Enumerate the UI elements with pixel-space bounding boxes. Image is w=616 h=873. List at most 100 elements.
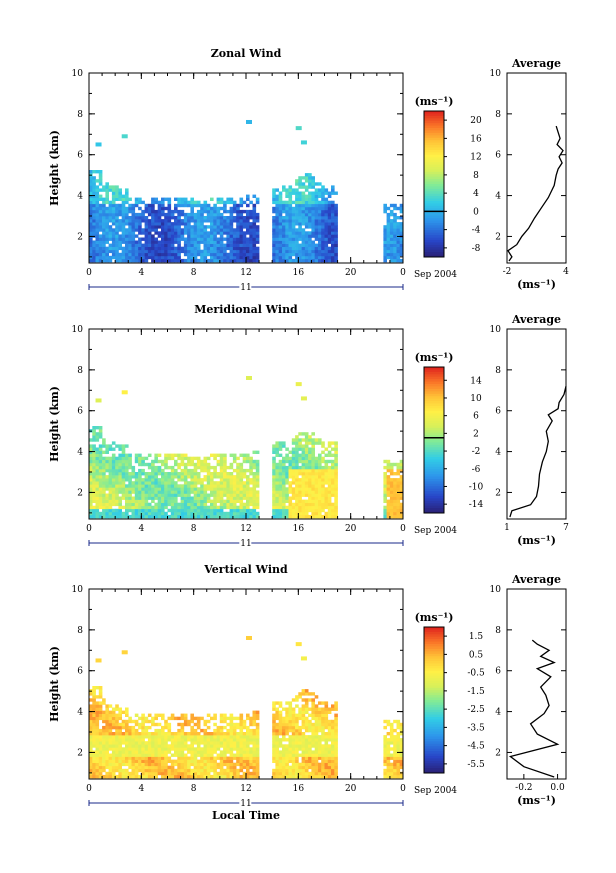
heatmap-cell	[177, 771, 181, 776]
heatmap-cell	[304, 435, 309, 439]
heatmap-cell	[246, 459, 250, 464]
heatmap-cell	[318, 478, 322, 482]
heatmap-cell	[92, 753, 96, 757]
heatmap-cell	[196, 735, 201, 739]
heatmap-cell	[131, 514, 136, 519]
heatmap-cell	[232, 744, 237, 748]
heatmap-cell	[118, 484, 122, 488]
heatmap-cell	[92, 756, 96, 760]
heatmap-cell	[282, 762, 286, 767]
heatmap-cell	[138, 249, 142, 254]
heatmap-cell	[291, 453, 296, 457]
heatmap-cell	[304, 200, 309, 205]
heatmap-cell	[102, 759, 106, 763]
heatmap-cell	[105, 759, 109, 763]
heatmap-cell	[331, 188, 335, 192]
heatmap-cell	[226, 255, 230, 260]
heatmap-cell	[301, 237, 306, 241]
heatmap-cell	[298, 222, 302, 226]
heatmap-cell	[242, 487, 247, 491]
heatmap-cell	[196, 759, 201, 763]
heatmap-cell	[213, 738, 217, 742]
heatmap-cell	[151, 747, 155, 751]
heatmap-cell	[154, 243, 158, 247]
heatmap-cell	[206, 747, 211, 751]
heatmap-cell	[246, 744, 250, 748]
heatmap-cell	[275, 728, 279, 733]
heatmap-cell	[314, 744, 319, 748]
heatmap-cell	[128, 514, 132, 519]
heatmap-cell	[213, 222, 217, 226]
heatmap-cell	[311, 750, 315, 754]
heatmap-cell	[144, 456, 149, 461]
heatmap-cell	[190, 219, 194, 223]
heatmap-cell	[89, 453, 93, 457]
heatmap-cell	[200, 487, 204, 491]
heatmap-cell	[331, 255, 335, 260]
heatmap-cell	[278, 453, 283, 457]
heatmap-cell	[223, 771, 227, 776]
heatmap-cell	[229, 252, 234, 257]
heatmap-cell	[118, 444, 122, 448]
heatmap-cell	[151, 759, 155, 763]
heatmap-cell	[331, 465, 335, 470]
heatmap-cell	[131, 465, 136, 470]
heatmap-cell	[183, 774, 188, 779]
heatmap-cell	[105, 514, 109, 519]
heatmap-cell	[190, 472, 194, 476]
heatmap-cell	[308, 735, 312, 739]
heatmap-cell	[210, 750, 214, 754]
heatmap-cell	[128, 750, 132, 754]
heatmap-cell	[164, 744, 168, 748]
heatmap-cell	[311, 225, 315, 229]
colorbar-swatch	[424, 218, 444, 221]
heatmap-cell	[219, 716, 224, 721]
heatmap-cell	[183, 744, 188, 748]
heatmap-cell	[318, 716, 322, 721]
heatmap-cell	[196, 465, 201, 470]
heatmap-cell	[203, 747, 208, 751]
heatmap-cell	[226, 225, 230, 229]
heatmap-cell	[285, 225, 289, 229]
heatmap-cell	[131, 237, 136, 241]
heatmap-cell	[301, 490, 306, 494]
heatmap-cell	[98, 774, 103, 779]
heatmap-cell	[121, 478, 126, 482]
heatmap-cell	[278, 459, 283, 464]
heatmap-cell	[272, 728, 276, 733]
heatmap-cell	[331, 249, 335, 254]
heatmap-cell	[167, 744, 172, 748]
heatmap-cell	[291, 237, 296, 241]
heatmap-cell	[275, 741, 279, 745]
heatmap-cell	[131, 741, 136, 745]
heatmap-cell	[304, 744, 309, 748]
heatmap-cell	[236, 243, 240, 247]
heatmap-cell	[111, 487, 116, 491]
heatmap-cell	[115, 231, 119, 235]
heatmap-cell	[255, 716, 260, 721]
heatmap-cell	[295, 194, 299, 198]
heatmap-cell	[249, 774, 253, 779]
heatmap-cell	[226, 750, 230, 754]
heatmap-cell	[161, 228, 165, 232]
heatmap-cell	[213, 231, 217, 235]
heatmap-cell	[125, 493, 129, 497]
heatmap-cell	[213, 499, 217, 503]
heatmap-cell	[108, 487, 113, 491]
heatmap-cell	[399, 481, 404, 485]
heatmap-cell	[161, 246, 165, 251]
heatmap-cell	[102, 465, 106, 470]
heatmap-cell	[246, 762, 250, 767]
heatmap-cell	[314, 762, 319, 767]
heatmap-cell	[167, 716, 172, 721]
heatmap-cell	[389, 237, 394, 241]
heatmap-cell	[252, 496, 257, 500]
heatmap-cell	[187, 496, 191, 500]
heatmap-cell	[102, 741, 106, 745]
heatmap-cell	[288, 252, 293, 257]
heatmap-cell	[389, 231, 394, 235]
heatmap-cell	[144, 203, 149, 208]
heatmap-cell	[92, 188, 96, 192]
heatmap-cell	[111, 710, 116, 714]
heatmap-cell	[193, 237, 198, 241]
